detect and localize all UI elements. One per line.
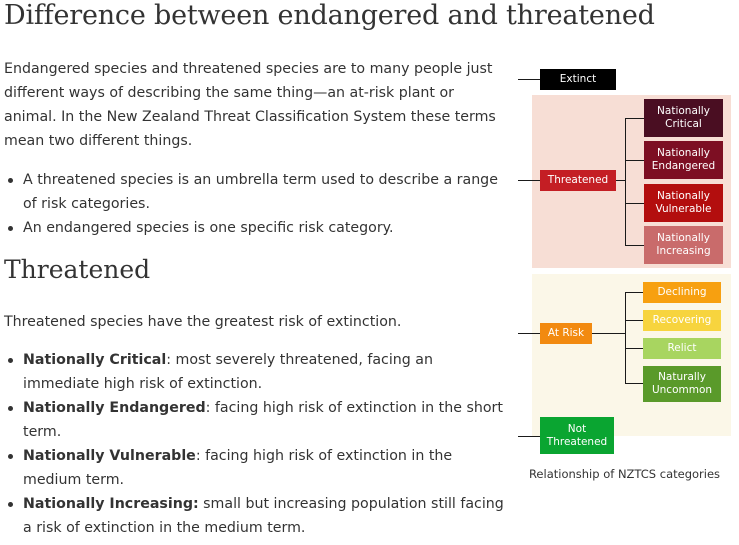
connector-line (625, 292, 626, 384)
connector-line (625, 383, 643, 384)
connector-line (625, 118, 644, 119)
term: Nationally Increasing: (23, 496, 199, 512)
connector-line (592, 333, 625, 334)
connector-line (518, 333, 540, 334)
diagram-caption: Relationship of NZTCS categories (528, 467, 721, 481)
connector-line (625, 320, 643, 321)
connector-line (625, 118, 626, 246)
list-item: Nationally Endangered: facing high risk … (4, 396, 509, 444)
list-item: Nationally Increasing: small but increas… (4, 492, 509, 540)
term-description: : facing high risk of extinction in the … (23, 448, 453, 488)
connector-line (625, 348, 643, 349)
nationally-increasing-box: Nationally Increasing (644, 226, 723, 264)
connector-line (518, 436, 540, 437)
intro-bullet-list: A threatened species is an umbrella term… (4, 168, 509, 240)
relict-box: Relict (643, 338, 721, 359)
nztcs-diagram: Extinct Threatened Nationally Critical N… (510, 62, 739, 492)
term-description: small but increasing population still fa… (23, 496, 504, 536)
connector-line (518, 79, 540, 80)
intro-paragraph: Endangered species and threatened specie… (4, 61, 496, 149)
connector-line (616, 180, 625, 181)
term: Nationally Critical (23, 352, 167, 368)
not-threatened-box: Not Threatened (540, 417, 614, 454)
connector-line (625, 245, 644, 246)
term: Nationally Endangered (23, 400, 206, 416)
nationally-endangered-box: Nationally Endangered (644, 141, 723, 179)
nationally-critical-box: Nationally Critical (644, 99, 723, 137)
term-description: : most severely threatened, facing an im… (23, 352, 433, 392)
list-item: Nationally Critical: most severely threa… (4, 348, 509, 396)
term-description: : facing high risk of extinction in the … (23, 400, 503, 440)
threatened-box: Threatened (540, 170, 616, 191)
list-item: A threatened species is an umbrella term… (4, 168, 509, 216)
connector-line (625, 292, 643, 293)
declining-box: Declining (643, 282, 721, 303)
list-item: An endangered species is one specific ri… (4, 216, 509, 240)
list-item: Nationally Vulnerable: facing high risk … (4, 444, 509, 492)
extinct-box: Extinct (540, 69, 616, 90)
connector-line (625, 160, 644, 161)
connector-line (625, 203, 644, 204)
at-risk-box: At Risk (540, 323, 592, 344)
connector-line (518, 180, 540, 181)
naturally-uncommon-box: Naturally Uncommon (643, 366, 721, 402)
threatened-intro: Threatened species have the greatest ris… (4, 314, 402, 330)
term: Nationally Vulnerable (23, 448, 196, 464)
threatened-bullet-list: Nationally Critical: most severely threa… (4, 348, 509, 540)
recovering-box: Recovering (643, 310, 721, 331)
page-title: Difference between endangered and threat… (4, 0, 655, 31)
nationally-vulnerable-box: Nationally Vulnerable (644, 184, 723, 222)
threatened-heading: Threatened (4, 255, 151, 284)
